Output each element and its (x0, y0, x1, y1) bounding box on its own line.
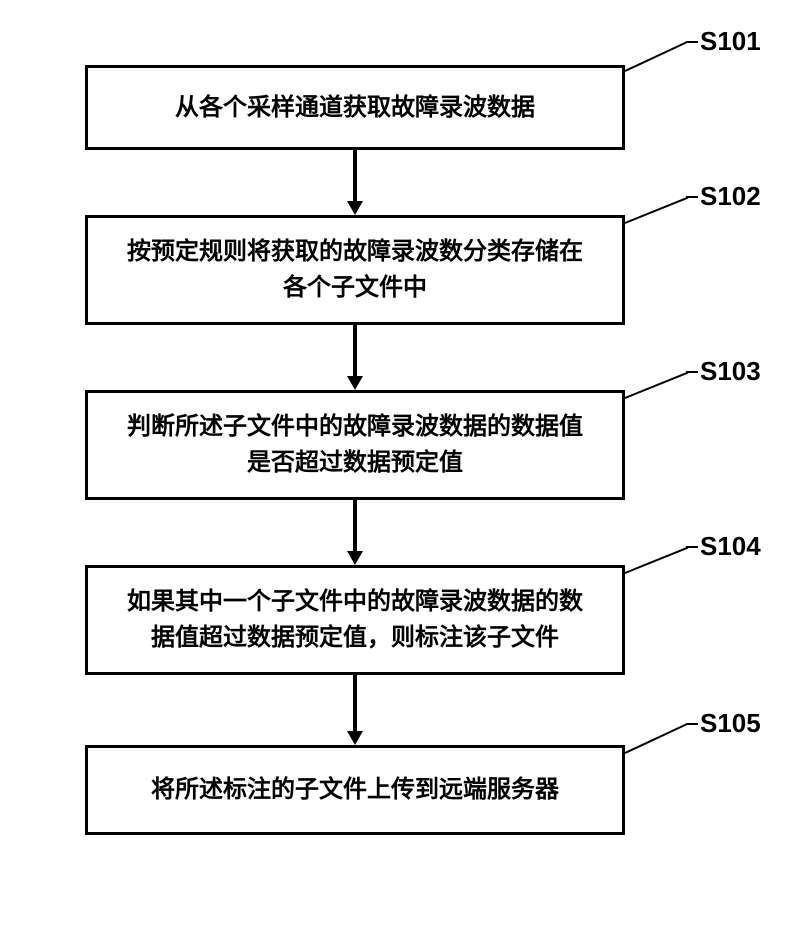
arrow-3-head (347, 551, 363, 565)
step-s104-line1: 如果其中一个子文件中的故障录波数据的数 (127, 588, 583, 615)
leader-s101-h (686, 41, 698, 43)
leader-s102-h (686, 196, 698, 198)
step-s104: 如果其中一个子文件中的故障录波数据的数 据值超过数据预定值，则标注该子文件 (85, 565, 625, 675)
step-s105: 将所述标注的子文件上传到远端服务器 (85, 745, 625, 835)
step-s102-line2: 各个子文件中 (283, 274, 427, 301)
label-s105: S105 (700, 708, 761, 739)
label-s103: S103 (700, 356, 761, 387)
step-s101-text: 从各个采样通道获取故障录波数据 (175, 90, 535, 126)
flowchart-container: 从各个采样通道获取故障录波数据 S101 按预定规则将获取的故障录波数分类存储在… (0, 0, 800, 937)
step-s102-line1: 按预定规则将获取的故障录波数分类存储在 (127, 238, 583, 265)
step-s105-text: 将所述标注的子文件上传到远端服务器 (151, 772, 559, 808)
leader-s103 (625, 372, 689, 399)
step-s103-line1: 判断所述子文件中的故障录波数据的数据值 (127, 413, 583, 440)
leader-s105 (625, 723, 687, 754)
arrow-3 (353, 500, 357, 551)
leader-s103-h (686, 371, 698, 373)
step-s103-line2: 是否超过数据预定值 (247, 449, 463, 476)
leader-s104 (625, 547, 689, 574)
step-s103: 判断所述子文件中的故障录波数据的数据值 是否超过数据预定值 (85, 390, 625, 500)
arrow-2 (353, 325, 357, 376)
step-s102-text: 按预定规则将获取的故障录波数分类存储在 各个子文件中 (127, 234, 583, 306)
arrow-2-head (347, 376, 363, 390)
arrow-4-head (347, 731, 363, 745)
label-s104: S104 (700, 531, 761, 562)
arrow-4 (353, 675, 357, 731)
step-s104-line2: 据值超过数据预定值，则标注该子文件 (151, 624, 559, 651)
label-s102: S102 (700, 181, 761, 212)
step-s103-text: 判断所述子文件中的故障录波数据的数据值 是否超过数据预定值 (127, 409, 583, 481)
step-s104-text: 如果其中一个子文件中的故障录波数据的数 据值超过数据预定值，则标注该子文件 (127, 584, 583, 656)
step-s102: 按预定规则将获取的故障录波数分类存储在 各个子文件中 (85, 215, 625, 325)
leader-s105-h (686, 723, 698, 725)
leader-s102 (625, 197, 689, 224)
step-s101: 从各个采样通道获取故障录波数据 (85, 65, 625, 150)
leader-s101 (625, 41, 687, 72)
arrow-1-head (347, 201, 363, 215)
label-s101: S101 (700, 26, 761, 57)
arrow-1 (353, 150, 357, 201)
leader-s104-h (686, 546, 698, 548)
